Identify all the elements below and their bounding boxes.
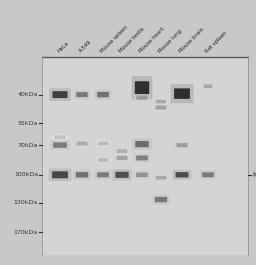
FancyBboxPatch shape	[74, 140, 90, 147]
FancyBboxPatch shape	[152, 195, 170, 205]
FancyBboxPatch shape	[94, 90, 112, 100]
FancyBboxPatch shape	[98, 142, 108, 145]
Text: 40kDa: 40kDa	[18, 92, 38, 97]
FancyBboxPatch shape	[96, 157, 110, 163]
Text: Mouse lung: Mouse lung	[157, 29, 183, 54]
FancyBboxPatch shape	[98, 158, 108, 162]
Text: Mouse brain: Mouse brain	[178, 27, 205, 54]
FancyBboxPatch shape	[201, 83, 215, 90]
Text: 55kDa: 55kDa	[18, 121, 38, 126]
Text: Mouse testis: Mouse testis	[119, 27, 146, 54]
FancyBboxPatch shape	[73, 170, 91, 180]
FancyBboxPatch shape	[49, 169, 71, 181]
FancyBboxPatch shape	[136, 173, 148, 177]
FancyBboxPatch shape	[174, 141, 190, 149]
Text: Rat spleen: Rat spleen	[205, 30, 228, 54]
FancyBboxPatch shape	[173, 170, 191, 180]
FancyBboxPatch shape	[133, 153, 151, 162]
FancyBboxPatch shape	[132, 139, 152, 150]
FancyBboxPatch shape	[97, 92, 109, 97]
FancyBboxPatch shape	[114, 148, 130, 154]
FancyBboxPatch shape	[153, 104, 169, 111]
FancyBboxPatch shape	[132, 76, 152, 99]
FancyBboxPatch shape	[76, 172, 88, 178]
FancyBboxPatch shape	[97, 172, 109, 177]
FancyBboxPatch shape	[136, 95, 148, 100]
FancyBboxPatch shape	[53, 142, 67, 148]
FancyBboxPatch shape	[199, 170, 217, 179]
FancyBboxPatch shape	[49, 88, 71, 101]
FancyBboxPatch shape	[76, 92, 88, 97]
FancyBboxPatch shape	[114, 154, 130, 162]
FancyBboxPatch shape	[156, 105, 166, 109]
FancyBboxPatch shape	[136, 156, 148, 161]
FancyBboxPatch shape	[135, 141, 149, 147]
Text: A-549: A-549	[79, 39, 93, 54]
Bar	[42, 57, 248, 255]
FancyBboxPatch shape	[96, 140, 110, 147]
FancyBboxPatch shape	[202, 172, 214, 177]
Text: KIF20A: KIF20A	[252, 172, 256, 178]
FancyBboxPatch shape	[54, 135, 66, 139]
FancyBboxPatch shape	[94, 170, 112, 179]
FancyBboxPatch shape	[50, 140, 70, 150]
FancyBboxPatch shape	[135, 81, 149, 94]
FancyBboxPatch shape	[153, 174, 169, 181]
FancyBboxPatch shape	[156, 100, 166, 103]
FancyBboxPatch shape	[156, 176, 166, 180]
Text: 70kDa: 70kDa	[18, 143, 38, 148]
FancyBboxPatch shape	[170, 84, 193, 103]
FancyBboxPatch shape	[134, 94, 150, 101]
FancyBboxPatch shape	[176, 172, 188, 178]
Text: 100kDa: 100kDa	[14, 172, 38, 177]
FancyBboxPatch shape	[116, 156, 127, 160]
FancyBboxPatch shape	[115, 172, 129, 178]
FancyBboxPatch shape	[77, 142, 88, 145]
FancyBboxPatch shape	[153, 98, 169, 105]
Text: Mouse heart: Mouse heart	[138, 27, 166, 54]
FancyBboxPatch shape	[133, 171, 151, 179]
Text: HeLa: HeLa	[57, 41, 70, 54]
FancyBboxPatch shape	[52, 91, 68, 98]
FancyBboxPatch shape	[177, 143, 187, 147]
FancyBboxPatch shape	[204, 85, 212, 88]
FancyBboxPatch shape	[117, 149, 127, 153]
FancyBboxPatch shape	[174, 89, 190, 99]
FancyBboxPatch shape	[155, 197, 167, 202]
FancyBboxPatch shape	[52, 171, 68, 178]
Text: 170kDa: 170kDa	[14, 230, 38, 235]
Text: Mouse spleen: Mouse spleen	[100, 24, 129, 54]
Text: 130kDa: 130kDa	[14, 200, 38, 205]
FancyBboxPatch shape	[74, 90, 90, 99]
FancyBboxPatch shape	[112, 169, 132, 180]
FancyBboxPatch shape	[52, 134, 68, 140]
